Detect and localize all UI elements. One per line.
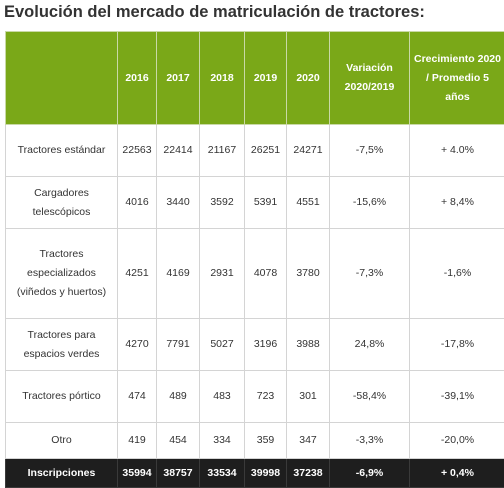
cell-growth: -20,0%: [410, 423, 504, 459]
cell-2016: 4251: [118, 229, 157, 319]
cell-2019: 3196: [245, 319, 287, 371]
cell-2016: 4270: [118, 319, 157, 371]
cell-2018: 2931: [200, 229, 245, 319]
cell-variation: -3,3%: [330, 423, 410, 459]
cell-2020: 3780: [287, 229, 330, 319]
cell-2020: 24271: [287, 125, 330, 177]
row-label: Tractores para espacios verdes: [6, 319, 118, 371]
header-variation: Variación 2020/2019: [330, 32, 410, 125]
cell-2016: 419: [118, 423, 157, 459]
table-row: Tractores para espacios verdes 4270 7791…: [6, 319, 504, 371]
row-label: Otro: [6, 423, 118, 459]
total-2018: 33534: [200, 459, 245, 488]
cell-2020: 347: [287, 423, 330, 459]
cell-variation: -15,6%: [330, 177, 410, 229]
header-2017: 2017: [157, 32, 200, 125]
cell-2018: 483: [200, 371, 245, 423]
cell-2020: 4551: [287, 177, 330, 229]
cell-2017: 489: [157, 371, 200, 423]
cell-2017: 454: [157, 423, 200, 459]
cell-2019: 4078: [245, 229, 287, 319]
cell-2017: 3440: [157, 177, 200, 229]
cell-2018: 5027: [200, 319, 245, 371]
header-2020: 2020: [287, 32, 330, 125]
row-label: Tractores estándar: [6, 125, 118, 177]
table-row: Tractores pórtico 474 489 483 723 301 -5…: [6, 371, 504, 423]
total-row: Inscripciones 35994 38757 33534 39998 37…: [6, 459, 504, 488]
cell-2017: 22414: [157, 125, 200, 177]
cell-2019: 26251: [245, 125, 287, 177]
total-2019: 39998: [245, 459, 287, 488]
table-row: Cargadores telescópicos 4016 3440 3592 5…: [6, 177, 504, 229]
cell-2020: 301: [287, 371, 330, 423]
total-2016: 35994: [118, 459, 157, 488]
cell-2019: 5391: [245, 177, 287, 229]
table-row: Tractores estándar 22563 22414 21167 262…: [6, 125, 504, 177]
cell-2017: 7791: [157, 319, 200, 371]
row-label: Tractores especializados (viñedos y huer…: [6, 229, 118, 319]
cell-2016: 4016: [118, 177, 157, 229]
cell-variation: -7,3%: [330, 229, 410, 319]
cell-variation: 24,8%: [330, 319, 410, 371]
cell-growth: + 8,4%: [410, 177, 504, 229]
header-2016: 2016: [118, 32, 157, 125]
header-blank: [6, 32, 118, 125]
row-label: Tractores pórtico: [6, 371, 118, 423]
cell-growth: -17,8%: [410, 319, 504, 371]
cell-2017: 4169: [157, 229, 200, 319]
header-growth: Crecimiento 2020 / Promedio 5 años: [410, 32, 504, 125]
table-header-row: 2016 2017 2018 2019 2020 Variación 2020/…: [6, 32, 504, 125]
page-title: Evolución del mercado de matriculación d…: [4, 2, 504, 22]
tractor-registration-table: 2016 2017 2018 2019 2020 Variación 2020/…: [5, 31, 504, 488]
table-row: Otro 419 454 334 359 347 -3,3% -20,0%: [6, 423, 504, 459]
cell-variation: -58,4%: [330, 371, 410, 423]
cell-growth: + 4.0%: [410, 125, 504, 177]
cell-growth: -39,1%: [410, 371, 504, 423]
total-growth: + 0,4%: [410, 459, 504, 488]
cell-2019: 359: [245, 423, 287, 459]
cell-variation: -7,5%: [330, 125, 410, 177]
cell-2018: 21167: [200, 125, 245, 177]
header-2019: 2019: [245, 32, 287, 125]
table-row: Tractores especializados (viñedos y huer…: [6, 229, 504, 319]
total-2020: 37238: [287, 459, 330, 488]
total-variation: -6,9%: [330, 459, 410, 488]
cell-2019: 723: [245, 371, 287, 423]
header-2018: 2018: [200, 32, 245, 125]
total-label: Inscripciones: [6, 459, 118, 488]
cell-growth: -1,6%: [410, 229, 504, 319]
cell-2016: 22563: [118, 125, 157, 177]
cell-2018: 3592: [200, 177, 245, 229]
row-label: Cargadores telescópicos: [6, 177, 118, 229]
cell-2016: 474: [118, 371, 157, 423]
total-2017: 38757: [157, 459, 200, 488]
cell-2018: 334: [200, 423, 245, 459]
cell-2020: 3988: [287, 319, 330, 371]
